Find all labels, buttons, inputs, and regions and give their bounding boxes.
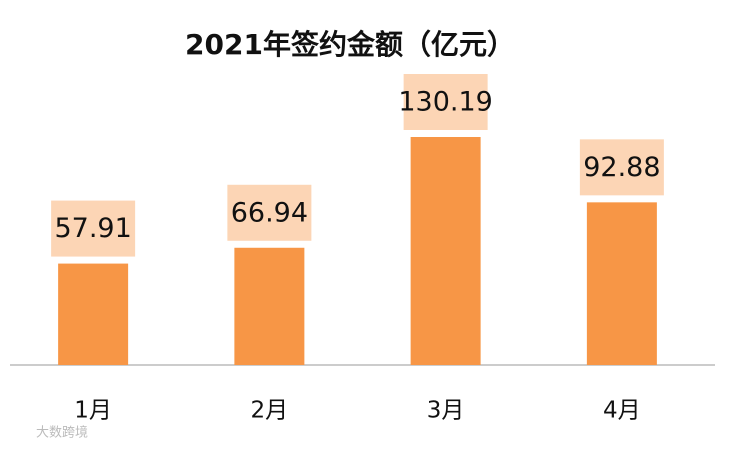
bar (58, 263, 129, 365)
bar (586, 202, 657, 365)
bar (410, 137, 481, 365)
value-label: 66.94 (231, 197, 308, 228)
bar (234, 247, 305, 365)
watermark: 大数跨境 (36, 426, 88, 441)
x-tick-label: 4月 (603, 398, 641, 424)
value-label: 57.91 (54, 213, 131, 244)
value-label: 130.19 (398, 87, 492, 118)
x-tick-label: 3月 (427, 398, 465, 424)
value-label-box (227, 184, 312, 241)
x-tick-label: 2月 (251, 398, 289, 424)
value-label-box (403, 74, 488, 130)
chart-title: 2021年签约金额（亿元） (185, 28, 515, 61)
value-label-box (51, 200, 136, 257)
x-tick-label: 1月 (74, 398, 112, 424)
value-label-box (579, 139, 664, 196)
value-label: 92.88 (583, 152, 660, 183)
